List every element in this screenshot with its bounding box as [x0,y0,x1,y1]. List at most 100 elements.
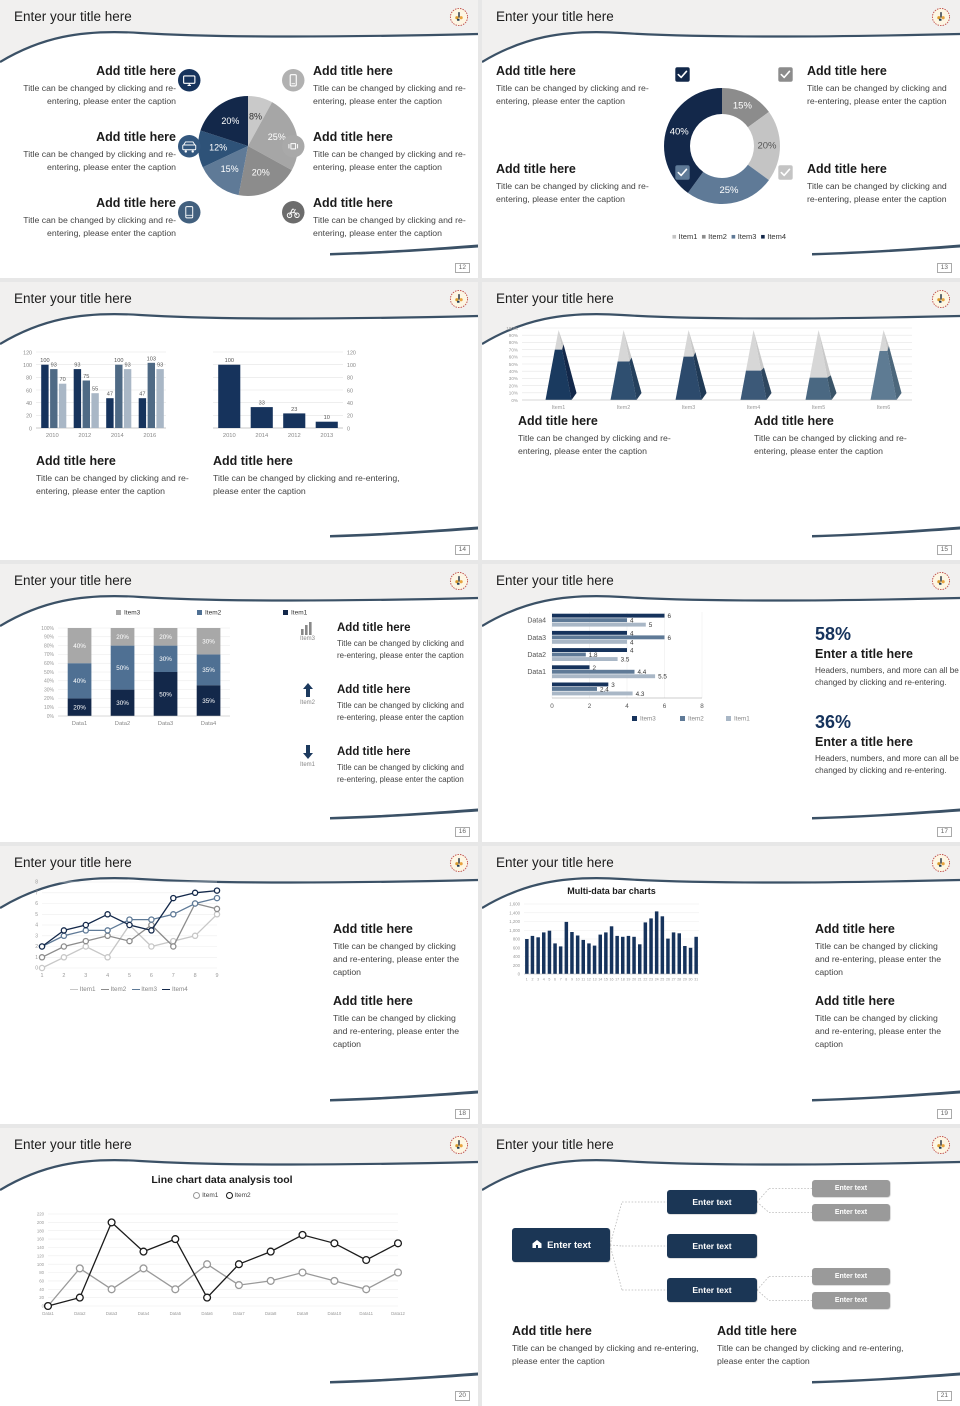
svg-text:100: 100 [347,363,356,369]
svg-text:13: 13 [593,978,597,982]
svg-text:0%: 0% [511,398,518,403]
svg-text:7: 7 [172,973,175,979]
svg-text:25: 25 [660,978,664,982]
svg-text:6: 6 [554,978,556,982]
svg-text:20%: 20% [73,705,86,712]
svg-text:90%: 90% [509,333,518,338]
svg-text:5: 5 [548,978,550,982]
svg-text:90%: 90% [44,635,55,641]
svg-text:100: 100 [23,363,32,369]
svg-text:Data5: Data5 [170,1311,182,1316]
svg-text:4: 4 [106,973,109,979]
svg-text:28: 28 [677,978,681,982]
svg-text:Item5: Item5 [812,405,825,411]
svg-text:8: 8 [194,973,197,979]
svg-text:60: 60 [39,1279,44,1284]
svg-text:93: 93 [74,363,80,369]
svg-text:10%: 10% [44,705,55,711]
svg-text:Data1: Data1 [72,721,87,727]
svg-text:20: 20 [39,1295,44,1300]
svg-text:2013: 2013 [320,433,333,439]
svg-text:1,000: 1,000 [509,928,520,933]
svg-text:Data4: Data4 [527,618,546,625]
svg-text:Data11: Data11 [359,1311,373,1316]
svg-text:5: 5 [35,912,38,918]
svg-text:35%: 35% [202,698,215,705]
svg-text:Data3: Data3 [158,721,173,727]
svg-text:40: 40 [26,401,32,407]
svg-text:Data6: Data6 [201,1311,213,1316]
svg-text:3: 3 [611,682,615,689]
svg-text:6: 6 [668,613,672,620]
svg-text:100: 100 [225,358,234,364]
svg-text:1: 1 [41,973,44,979]
svg-text:26: 26 [666,978,670,982]
svg-text:Data10: Data10 [327,1311,341,1316]
svg-text:4: 4 [35,923,38,929]
svg-text:8: 8 [565,978,567,982]
svg-text:120: 120 [37,1253,45,1258]
svg-text:5: 5 [649,622,653,629]
svg-text:140: 140 [37,1245,45,1250]
svg-text:2016: 2016 [143,433,156,439]
svg-text:12: 12 [587,978,591,982]
svg-text:80: 80 [347,376,353,382]
svg-text:40%: 40% [73,643,86,650]
svg-text:15: 15 [604,978,608,982]
svg-text:2: 2 [588,703,592,710]
svg-text:100%: 100% [506,326,518,331]
svg-text:Item3: Item3 [640,716,656,723]
svg-text:Data9: Data9 [297,1311,309,1316]
svg-text:24: 24 [655,978,659,982]
svg-text:2: 2 [62,973,65,979]
svg-text:2014: 2014 [111,433,125,439]
svg-text:55: 55 [92,387,98,393]
svg-text:6: 6 [663,703,667,710]
svg-text:50%: 50% [116,665,129,672]
svg-text:Item3: Item3 [124,610,141,617]
svg-text:20%: 20% [159,634,172,641]
svg-text:80%: 80% [44,643,55,649]
svg-text:Item6: Item6 [877,405,890,411]
svg-text:23: 23 [291,407,297,413]
svg-text:50%: 50% [509,362,518,367]
svg-text:30%: 30% [159,656,172,663]
svg-text:1,200: 1,200 [509,919,520,924]
svg-text:180: 180 [37,1228,45,1233]
svg-text:103: 103 [147,356,156,362]
svg-text:1: 1 [526,978,528,982]
svg-text:50%: 50% [44,670,55,676]
svg-text:4.3: 4.3 [636,691,645,698]
svg-text:Data3: Data3 [527,635,546,642]
svg-text:1,400: 1,400 [509,910,520,915]
svg-text:2: 2 [35,944,38,950]
svg-text:5.5: 5.5 [658,674,667,681]
svg-text:14: 14 [598,978,602,982]
svg-text:10: 10 [576,978,580,982]
svg-text:20%: 20% [509,383,518,388]
svg-text:93: 93 [157,363,163,369]
svg-text:4: 4 [630,639,634,646]
svg-text:6: 6 [150,973,153,979]
svg-text:35%: 35% [202,667,215,674]
svg-text:60%: 60% [44,661,55,667]
svg-text:30%: 30% [509,376,518,381]
svg-text:200: 200 [513,963,521,968]
svg-text:1: 1 [35,955,38,961]
svg-text:2010: 2010 [46,433,59,439]
svg-text:0: 0 [550,703,554,710]
svg-text:Item2: Item2 [688,716,704,723]
svg-text:Data12: Data12 [391,1311,405,1316]
svg-text:Data1: Data1 [527,669,546,676]
svg-text:3: 3 [84,973,87,979]
svg-text:400: 400 [513,954,521,959]
svg-text:25%: 25% [719,185,739,196]
svg-text:Item1: Item1 [734,716,750,723]
svg-text:17: 17 [615,978,619,982]
svg-text:2: 2 [532,978,534,982]
svg-text:29: 29 [683,978,687,982]
svg-text:3: 3 [537,978,539,982]
svg-text:33: 33 [259,401,265,407]
svg-text:30: 30 [689,978,693,982]
svg-text:Item1: Item1 [552,405,565,411]
